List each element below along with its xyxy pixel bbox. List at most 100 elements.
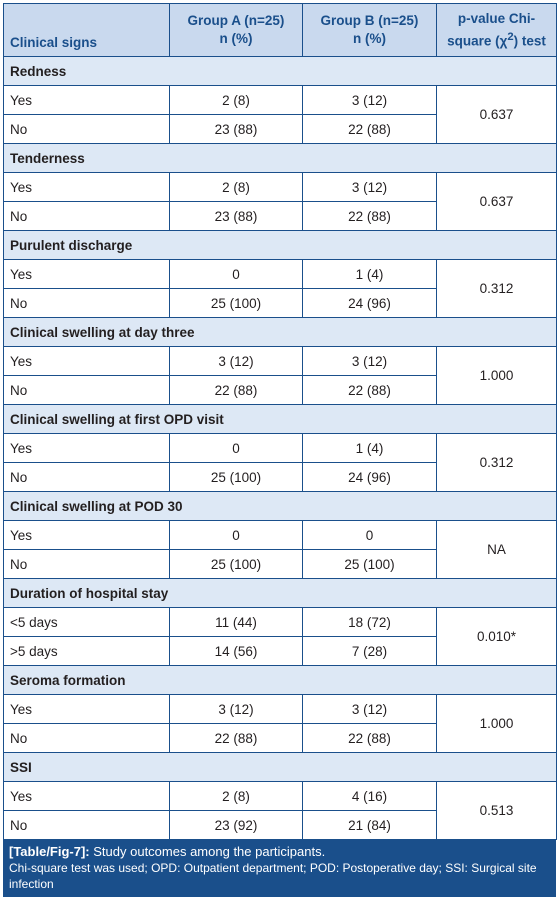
section-title: Purulent discharge [3,230,557,260]
section-header-row: SSI [3,752,557,782]
row-label: No [3,723,170,753]
table-row: No 25 (100) 24 (96) [3,462,557,492]
group-b-value: 7 (28) [302,636,437,666]
p-value: 1.000 [436,694,557,753]
table-row: Yes 0 1 (4) 0.312 [3,259,557,318]
group-b-value: 18 (72) [302,607,437,637]
group-b-value: 21 (84) [302,810,437,840]
section-title: Duration of hospital stay [3,578,557,608]
group-a-value: 22 (88) [169,723,303,753]
group-a-value: 25 (100) [169,462,303,492]
section-header-row: Clinical swelling at POD 30 [3,491,557,521]
row-label: >5 days [3,636,170,666]
table-row: <5 days 11 (44) 18 (72) 0.010* [3,607,557,666]
group-b-value: 1 (4) [302,259,437,289]
p-value: 0.513 [436,781,557,840]
results-table-figure: Clinical signs Group A (n=25) n (%) Grou… [3,3,557,897]
group-a-value: 23 (88) [169,201,303,231]
group-b-value: 3 (12) [302,346,437,376]
p-value: NA [436,520,557,579]
group-a-value: 23 (88) [169,114,303,144]
group-b-value: 4 (16) [302,781,437,811]
group-a-value: 11 (44) [169,607,303,637]
table-caption: [Table/Fig-7]: Study outcomes among the … [3,840,556,897]
table-row: Yes 2 (8) 4 (16) 0.513 [3,781,557,840]
table-body: Redness Yes 2 (8) 3 (12) 0.637 No 23 (88) 22 (8… [3,56,557,840]
group-a-value: 2 (8) [169,172,303,202]
row-label: Yes [3,520,170,550]
group-a-value: 0 [169,433,303,463]
row-label: No [3,462,170,492]
row-label: Yes [3,259,170,289]
table-row: Yes 0 1 (4) 0.312 [3,433,557,492]
p-value: 0.010* [436,607,557,666]
row-label: Yes [3,433,170,463]
section-header-row: Purulent discharge [3,230,557,260]
row-label: Yes [3,346,170,376]
group-a-value: 2 (8) [169,781,303,811]
group-b-value: 22 (88) [302,114,437,144]
table-row: >5 days 14 (56) 7 (28) [3,636,557,666]
header-pvalue-line1: p-value Chi- [457,10,536,26]
section-header-row: Clinical swelling at first OPD visit [3,404,557,434]
caption-title-text: Study outcomes among the participants. [89,844,326,859]
p-value: 0.637 [436,85,557,144]
header-group-b-line2: n (%) [353,31,386,46]
group-b-value: 25 (100) [302,549,437,579]
header-pvalue-line2a: square (χ [447,33,508,49]
row-label: No [3,549,170,579]
table-row: No 22 (88) 22 (88) [3,723,557,753]
table-row: No 22 (88) 22 (88) [3,375,557,405]
table-row: No 25 (100) 24 (96) [3,288,557,318]
table-row: No 23 (92) 21 (84) [3,810,557,840]
section-title: Clinical swelling at day three [3,317,557,347]
section-title: Tenderness [3,143,557,173]
group-a-value: 22 (88) [169,375,303,405]
row-label: No [3,810,170,840]
header-pvalue-line2b: ) test [513,33,546,49]
section-title: Clinical swelling at first OPD visit [3,404,557,434]
table-row: No 23 (88) 22 (88) [3,114,557,144]
section-header-row: Tenderness [3,143,557,173]
table-row: No 23 (88) 22 (88) [3,201,557,231]
header-row: Clinical signs Group A (n=25) n (%) Grou… [3,3,557,57]
header-group-b-line1: Group B (n=25) [320,13,419,28]
row-label: Yes [3,781,170,811]
group-b-value: 22 (88) [302,723,437,753]
header-group-a-line2: n (%) [219,31,253,46]
table-row: Yes 2 (8) 3 (12) 0.637 [3,172,557,231]
p-value: 1.000 [436,346,557,405]
caption-label: [Table/Fig-7]: [9,844,90,859]
header-clinical-signs: Clinical signs [3,3,170,57]
row-label: <5 days [3,607,170,637]
header-group-b: Group B (n=25) n (%) [302,3,437,57]
header-pvalue: p-value Chi- square (χ2) test [436,3,557,57]
group-a-value: 2 (8) [169,85,303,115]
section-title: Redness [3,56,557,86]
row-label: Yes [3,172,170,202]
p-value: 0.312 [436,259,557,318]
group-a-value: 3 (12) [169,694,303,724]
section-title: SSI [3,752,557,782]
caption-note: Chi-square test was used; OPD: Outpatien… [9,861,537,891]
row-label: No [3,114,170,144]
group-b-value: 1 (4) [302,433,437,463]
row-label: Yes [3,85,170,115]
row-label: No [3,288,170,318]
group-a-value: 23 (92) [169,810,303,840]
group-a-value: 25 (100) [169,288,303,318]
group-b-value: 22 (88) [302,375,437,405]
outcomes-table: Clinical signs Group A (n=25) n (%) Grou… [3,3,557,840]
group-a-value: 0 [169,520,303,550]
p-value: 0.312 [436,433,557,492]
group-a-value: 3 (12) [169,346,303,376]
table-row: Yes 2 (8) 3 (12) 0.637 [3,85,557,144]
section-title: Seroma formation [3,665,557,695]
group-a-value: 25 (100) [169,549,303,579]
group-a-value: 14 (56) [169,636,303,666]
table-row: Yes 0 0 NA [3,520,557,579]
header-group-a: Group A (n=25) n (%) [169,3,303,57]
section-header-row: Redness [3,56,557,86]
section-header-row: Seroma formation [3,665,557,695]
group-b-value: 0 [302,520,437,550]
